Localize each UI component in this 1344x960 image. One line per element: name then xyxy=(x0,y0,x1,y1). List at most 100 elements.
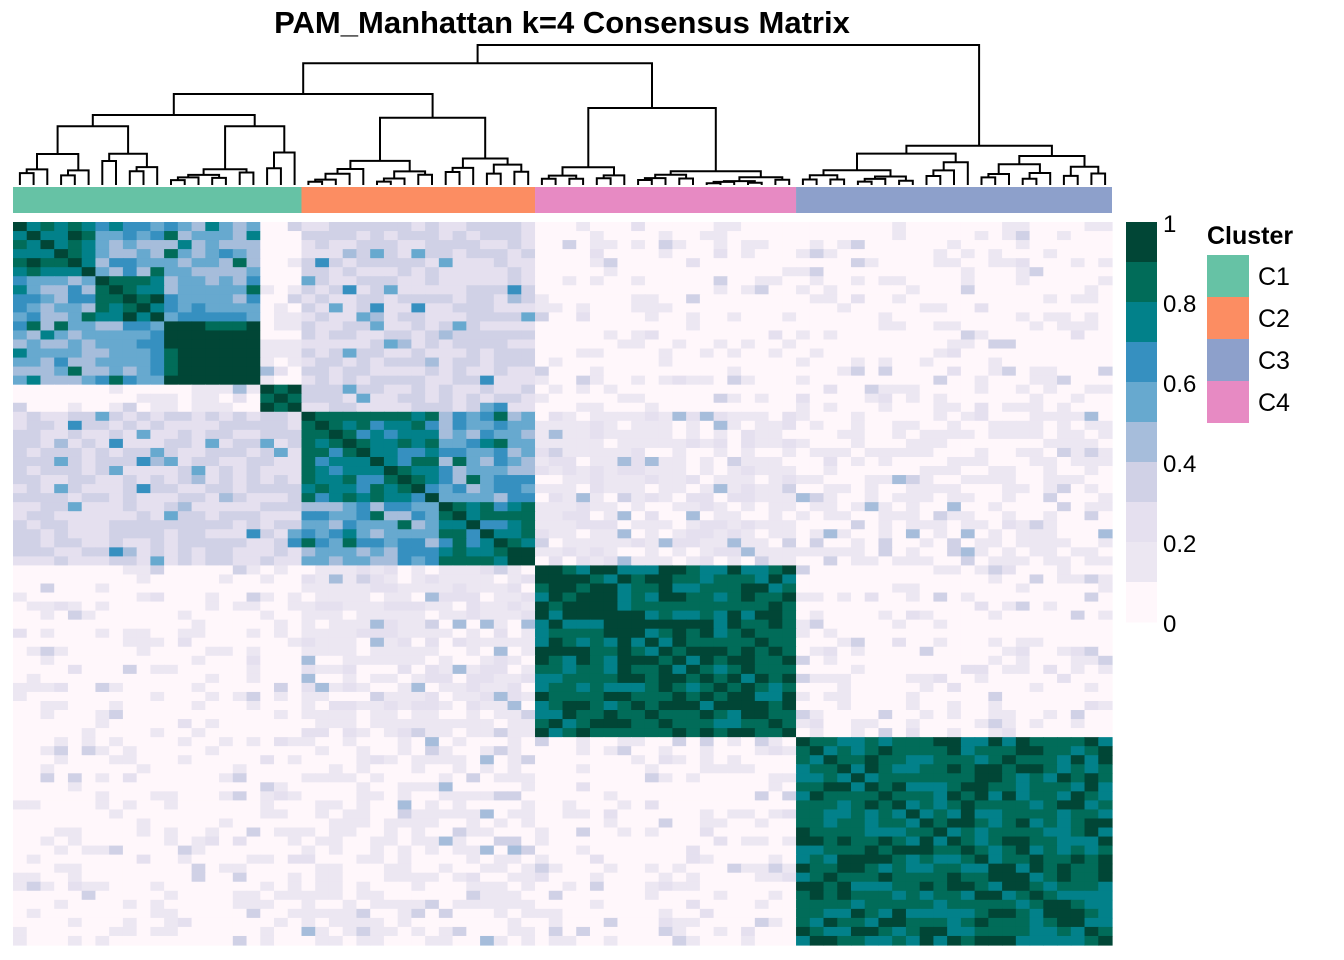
heatmap-cell xyxy=(713,357,728,368)
heatmap-cell xyxy=(1043,565,1058,576)
heatmap-cell xyxy=(26,773,42,783)
heatmap-cell xyxy=(54,231,69,241)
heatmap-cell xyxy=(452,682,467,693)
heatmap-cell xyxy=(535,700,550,711)
heatmap-cell xyxy=(521,303,536,313)
heatmap-cell xyxy=(205,294,220,304)
heatmap-cell xyxy=(122,691,138,702)
heatmap-cell xyxy=(67,438,83,449)
heatmap-cell xyxy=(796,447,811,458)
heatmap-cell xyxy=(370,330,385,341)
heatmap-cell xyxy=(905,664,921,675)
heatmap-cell xyxy=(878,655,893,666)
heatmap-cell xyxy=(370,601,385,612)
heatmap-cell xyxy=(246,330,261,341)
heatmap-cell xyxy=(988,719,1003,729)
heatmap-cell xyxy=(370,222,385,232)
heatmap-cell xyxy=(205,619,220,630)
heatmap-cell xyxy=(699,728,715,738)
heatmap-cell xyxy=(493,619,509,630)
heatmap-cell xyxy=(658,375,673,386)
heatmap-cell xyxy=(850,312,866,323)
heatmap-cell xyxy=(370,267,385,277)
heatmap-cell xyxy=(589,737,605,747)
heatmap-cell xyxy=(988,267,1003,277)
heatmap-cell xyxy=(81,737,97,747)
heatmap-cell xyxy=(631,294,646,304)
heatmap-cell xyxy=(1015,746,1031,756)
heatmap-cell xyxy=(26,556,42,567)
heatmap-cell xyxy=(837,673,852,684)
heatmap-cell xyxy=(713,258,728,268)
heatmap-cell xyxy=(26,728,42,738)
heatmap-cell xyxy=(850,764,866,774)
heatmap-cell xyxy=(603,664,619,675)
heatmap-cell xyxy=(1057,447,1072,458)
heatmap-cell xyxy=(219,357,234,368)
heatmap-cell xyxy=(40,520,55,530)
heatmap-cell xyxy=(328,285,344,295)
heatmap-cell xyxy=(658,475,673,485)
heatmap-cell xyxy=(809,321,825,332)
heatmap-cell xyxy=(109,547,124,557)
heatmap-cell xyxy=(383,339,399,350)
heatmap-cell xyxy=(67,610,83,621)
heatmap-cell xyxy=(122,475,138,485)
heatmap-cell xyxy=(850,393,866,404)
heatmap-cell xyxy=(974,312,989,323)
heatmap-cell xyxy=(1057,285,1072,295)
heatmap-cell xyxy=(754,438,770,449)
heatmap-cell xyxy=(535,258,550,268)
heatmap-cell xyxy=(95,240,110,250)
heatmap-cell xyxy=(26,330,42,341)
heatmap-cell xyxy=(947,357,962,368)
heatmap-cell xyxy=(672,285,687,295)
heatmap-cell xyxy=(1098,429,1113,440)
heatmap-cell xyxy=(933,538,948,548)
heatmap-cell xyxy=(1002,475,1017,485)
heatmap-cell xyxy=(164,249,179,259)
heatmap-cell xyxy=(13,565,28,576)
heatmap-cell xyxy=(356,628,371,639)
heatmap-cell xyxy=(26,366,42,377)
heatmap-cell xyxy=(397,710,412,720)
heatmap-cell xyxy=(850,646,866,657)
heatmap-cell xyxy=(95,357,110,368)
heatmap-cell xyxy=(521,664,536,675)
heatmap-cell xyxy=(576,764,591,774)
heatmap-cell xyxy=(521,466,536,476)
heatmap-cell xyxy=(823,438,838,449)
heatmap-cell xyxy=(81,249,97,259)
heatmap-cell xyxy=(370,583,385,594)
heatmap-cell xyxy=(425,294,440,304)
heatmap-cell xyxy=(864,258,880,268)
heatmap-cell xyxy=(933,339,948,350)
heatmap-cell xyxy=(850,456,866,467)
heatmap-cell xyxy=(81,484,97,494)
heatmap-cell xyxy=(67,646,83,657)
heatmap-cell xyxy=(122,222,138,232)
heatmap-cell xyxy=(960,682,976,693)
heatmap-cell xyxy=(1002,357,1017,368)
heatmap-cell xyxy=(383,348,399,359)
heatmap-cell xyxy=(438,357,454,368)
heatmap-cell xyxy=(603,655,619,666)
heatmap-cell xyxy=(988,276,1003,286)
heatmap-cell xyxy=(796,547,811,557)
heatmap-cell xyxy=(438,628,454,639)
heatmap-cell xyxy=(892,303,907,313)
heatmap-cell xyxy=(411,755,426,765)
heatmap-cell xyxy=(1015,267,1031,277)
heatmap-cell xyxy=(122,393,138,404)
heatmap-cell xyxy=(507,601,522,612)
heatmap-cell xyxy=(535,438,550,449)
heatmap-cell xyxy=(960,339,976,350)
heatmap-cell xyxy=(397,719,412,729)
heatmap-cell xyxy=(493,456,509,467)
heatmap-cell xyxy=(617,456,632,467)
heatmap-cell xyxy=(164,411,179,422)
heatmap-cell xyxy=(1057,402,1072,413)
heatmap-cell xyxy=(13,755,28,765)
heatmap-cell xyxy=(562,429,577,440)
heatmap-cell xyxy=(974,231,989,241)
